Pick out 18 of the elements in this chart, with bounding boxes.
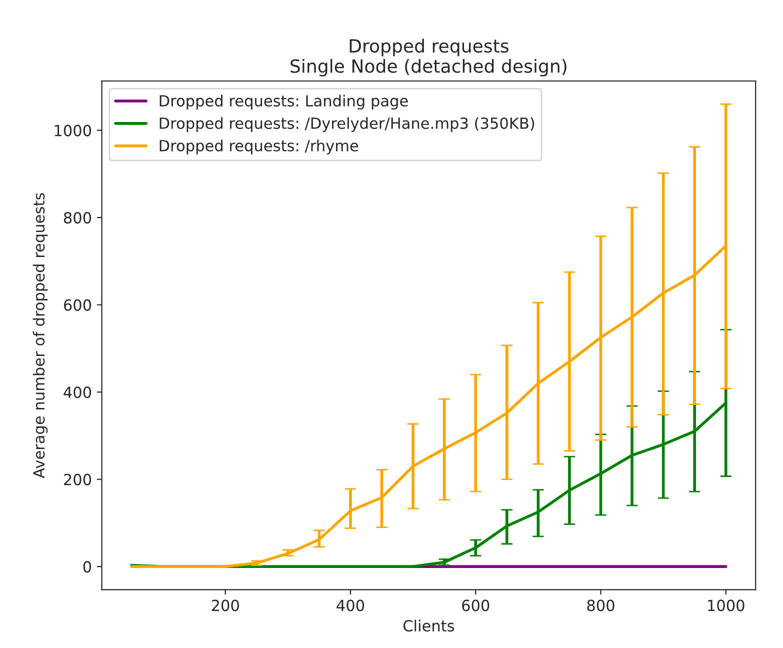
legend-label: Dropped requests: /Dyrelyder/Hane.mp3 (350KB) [160, 117, 534, 132]
x-tick-label: 200 [212, 600, 239, 612]
chart-subtitle: Single Node (detached design) [290, 58, 566, 76]
x-tick-label: 1000 [708, 600, 744, 612]
x-tick-label: 800 [587, 600, 614, 612]
x-tick-label: 600 [462, 600, 490, 612]
chart-title: Dropped requests [350, 38, 508, 56]
legend-label: Dropped requests: /rhyme [160, 140, 358, 154]
x-tick-label: 400 [336, 600, 364, 612]
y-axis-title: Average number of dropped requests [32, 193, 48, 478]
y-tick-label: 0 [83, 561, 92, 573]
legend-label: Dropped requests: Landing page [160, 94, 408, 110]
x-axis-title: Clients [403, 620, 454, 632]
y-tick-label: 400 [64, 386, 92, 398]
y-tick-label: 200 [64, 474, 92, 486]
y-tick-label: 800 [64, 212, 92, 224]
y-tick-label: 600 [64, 299, 92, 311]
y-tick-label: 1000 [54, 124, 92, 136]
